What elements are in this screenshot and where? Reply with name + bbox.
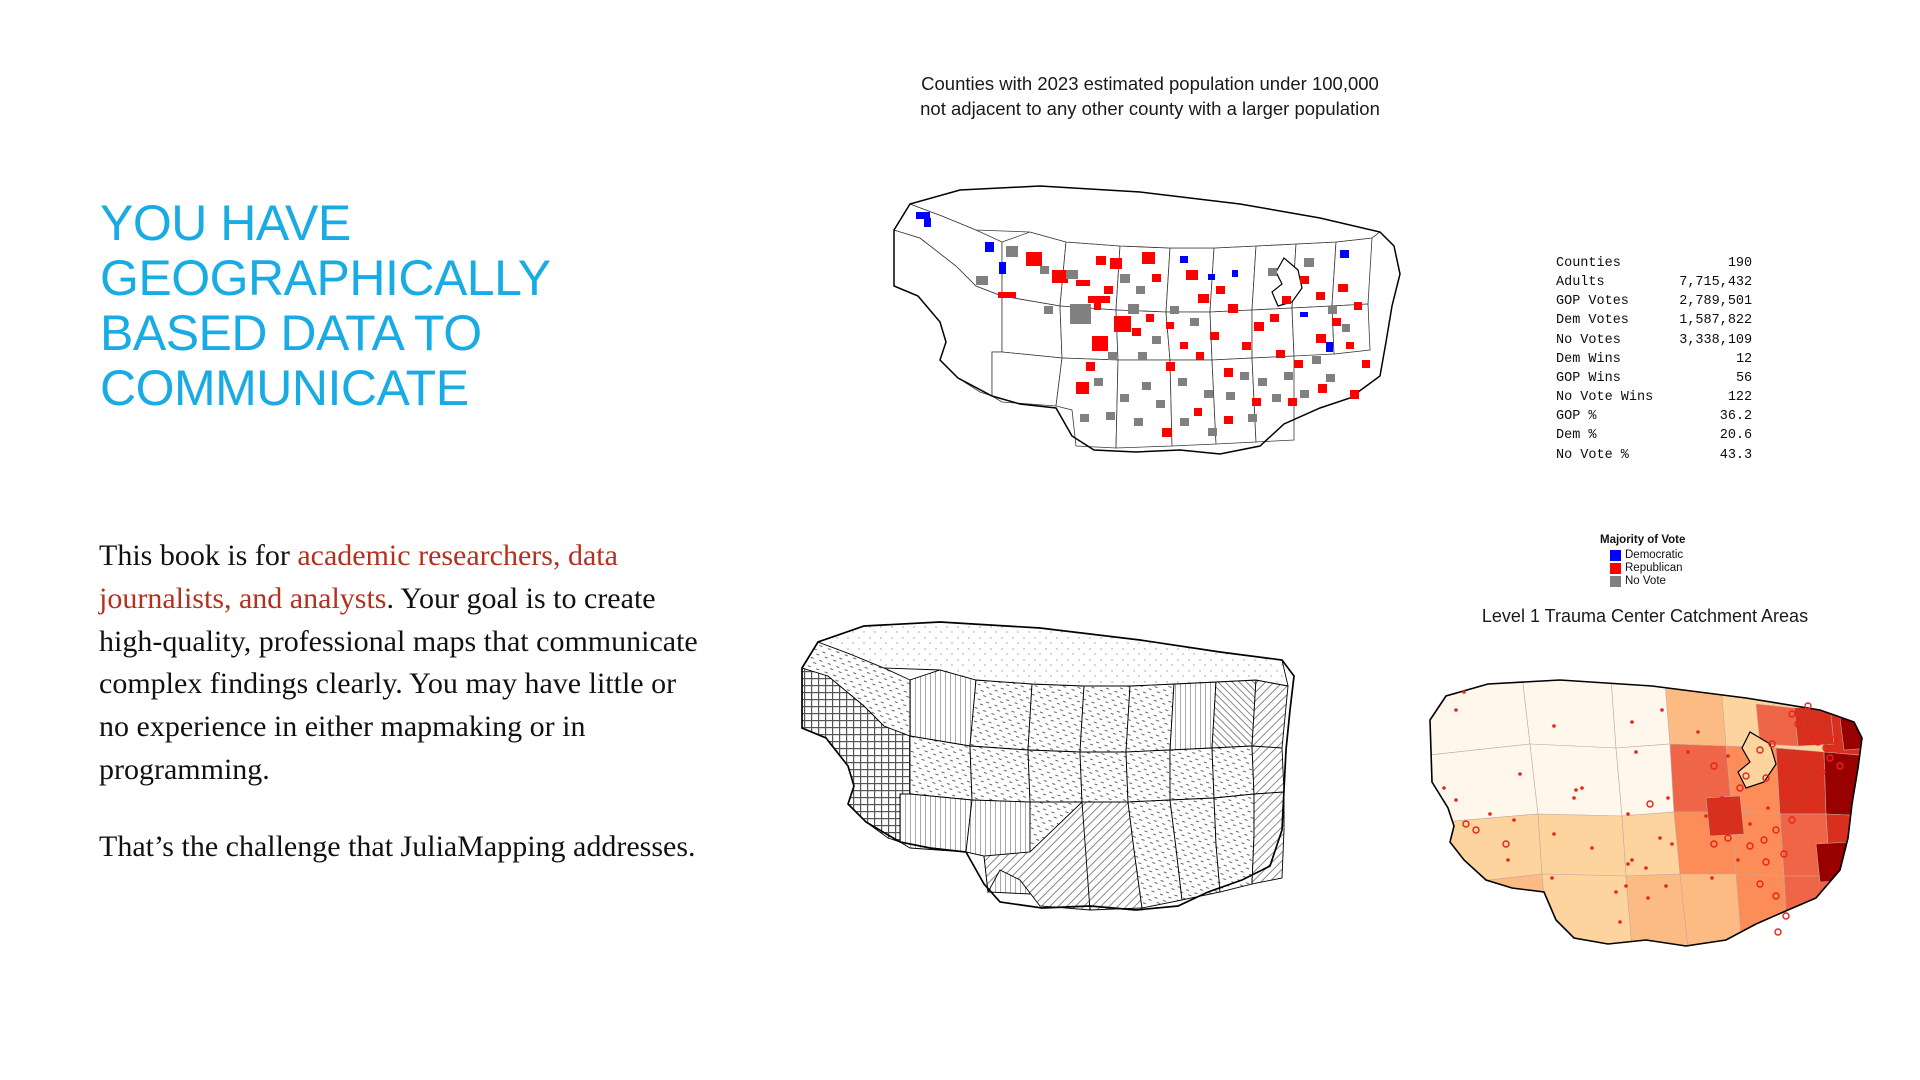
stats-row: No Votes 3,338,109: [1556, 331, 1752, 350]
body-copy: This book is for academic researchers, d…: [99, 535, 699, 868]
trauma-map-title-panel: Level 1 Trauma Center Catchment Areas: [1420, 606, 1870, 627]
stats-row: Counties 190: [1556, 254, 1752, 273]
county-map-title-line-2: not adjacent to any other county with a …: [920, 97, 1380, 119]
legend-title: Majority of Vote: [1600, 534, 1686, 546]
legend-swatch-icon: [1610, 550, 1621, 561]
stats-row-value: 12: [1735, 351, 1753, 367]
trauma-map-panel: [1420, 648, 1870, 948]
pattern-map-svg: [801, 621, 1295, 911]
body-p1-highlight: academic researchers, data journalists, …: [99, 539, 618, 615]
stats-row-label: GOP %: [1556, 409, 1597, 425]
county-map-panel: Counties with 2023 estimated population …: [880, 72, 1420, 476]
legend-item: Republican: [1610, 562, 1685, 575]
stats-row-value: 43.3: [1719, 447, 1753, 463]
body-paragraph-1: This book is for academic researchers, d…: [99, 535, 699, 792]
pattern-map-border: [801, 621, 1295, 911]
pattern-map-panel: [790, 580, 1300, 911]
stats-row-value: 7,715,432: [1679, 275, 1753, 291]
legend-item-label: Democratic: [1625, 548, 1684, 561]
stats-row: Dem Votes 1,587,822: [1556, 311, 1752, 330]
legend-item: Democratic: [1610, 549, 1685, 562]
stats-row-value: 3,338,109: [1679, 332, 1753, 348]
stats-row-label: GOP Wins: [1556, 370, 1621, 386]
stats-row: Dem Wins 12: [1556, 350, 1752, 369]
state-polygons: [801, 621, 1289, 911]
stats-row-label: GOP Votes: [1556, 294, 1629, 310]
county-map-title: Counties with 2023 estimated population …: [880, 72, 1420, 122]
stats-row: GOP Votes 2,789,501: [1556, 292, 1752, 311]
statistics-table: Counties 190 Adults 7,715,432 GOP Votes 2,789…: [1556, 254, 1752, 465]
stats-row-value: 20.6: [1719, 428, 1753, 444]
body-p1-pre: This book is for: [99, 539, 298, 572]
trauma-map-border: [1429, 679, 1863, 947]
stats-row: Dem % 20.6: [1556, 426, 1752, 445]
republican-counties: [998, 251, 1370, 437]
county-map-graphic: [880, 146, 1420, 476]
stats-row: Adults 7,715,432: [1556, 273, 1752, 292]
map-legend: Majority of Vote Democratic Republican No …: [1600, 534, 1685, 588]
stats-row-label: Dem Votes: [1556, 313, 1629, 329]
democratic-counties: [916, 211, 1349, 352]
no-vote-counties: [976, 245, 1350, 436]
trauma-map-svg: [1429, 679, 1863, 947]
great-lakes: [1271, 257, 1303, 307]
stats-row: GOP % 36.2: [1556, 407, 1752, 426]
catchment-cells: [1430, 680, 1862, 946]
stats-row-value: 190: [1727, 256, 1753, 271]
national-border: [893, 185, 1401, 455]
body-p1-post: . Your goal is to create high-quality, p…: [99, 581, 698, 786]
stats-row-label: No Vote %: [1556, 447, 1629, 463]
page-title: YOU HAVE GEOGRAPHICALLY BASED DATA TO CO…: [100, 195, 550, 416]
stats-row: GOP Wins 56: [1556, 369, 1752, 388]
county-map-svg: [893, 185, 1401, 455]
stats-row: No Vote % 43.3: [1556, 446, 1752, 465]
legend-swatch-icon: [1610, 576, 1621, 587]
stats-row-label: Dem %: [1556, 428, 1597, 444]
stats-row-value: 1,587,822: [1679, 313, 1753, 329]
stats-row-value: 36.2: [1719, 409, 1753, 425]
stats-row-value: 122: [1727, 390, 1753, 406]
county-map-title-line-1: Counties with 2023 estimated population …: [921, 73, 1379, 94]
stats-row-label: No Vote Wins: [1556, 390, 1654, 406]
stats-row-label: No Votes: [1556, 332, 1621, 348]
trauma-map-title: Level 1 Trauma Center Catchment Areas: [1481, 606, 1809, 626]
legend-swatch-icon: [1610, 563, 1621, 574]
legend-item-label: No Vote: [1625, 574, 1666, 587]
stats-row-label: Counties: [1556, 256, 1621, 271]
stats-row-label: Adults: [1556, 275, 1605, 291]
body-paragraph-2: That’s the challenge that JuliaMapping a…: [99, 829, 696, 863]
stats-table: Counties 190 Adults 7,715,432 GOP Votes 2,789…: [1556, 254, 1752, 465]
trauma-center-markers: [1442, 690, 1844, 936]
stats-row: No Vote Wins 122: [1556, 388, 1752, 407]
legend-item-label: Republican: [1625, 561, 1683, 574]
state-outlines: [893, 185, 1381, 449]
stats-row-value: 2,789,501: [1679, 294, 1753, 310]
stats-row-label: Dem Wins: [1556, 351, 1621, 367]
legend-item: No Vote: [1610, 575, 1685, 588]
stats-row-value: 56: [1735, 370, 1753, 386]
